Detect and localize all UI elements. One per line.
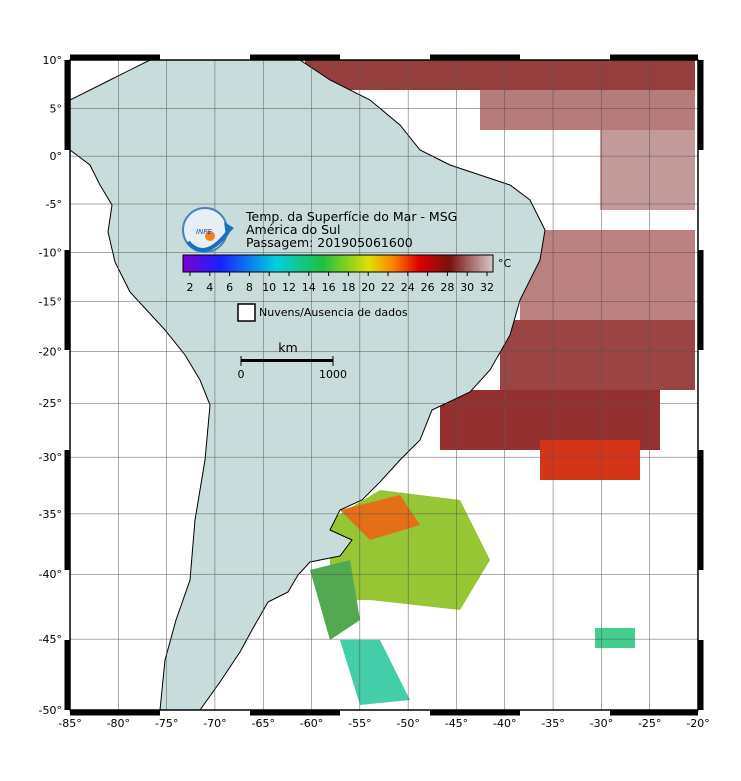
- lat-tick-label: -50°: [39, 704, 62, 717]
- lon-tick-label: -45°: [445, 717, 468, 730]
- colorbar-tick-label: 32: [480, 281, 494, 294]
- lat-tick-label: -5°: [46, 198, 62, 211]
- lat-tick-label: -20°: [39, 345, 62, 358]
- lon-tick-label: -70°: [203, 717, 226, 730]
- colorbar-tick-label: 10: [262, 281, 276, 294]
- lat-tick-label: 10°: [43, 54, 63, 67]
- lat-tick-label: -10°: [39, 246, 62, 259]
- lon-tick-label: -85°: [58, 717, 81, 730]
- scale-unit: km: [278, 340, 297, 355]
- colorbar-tick-label: 12: [282, 281, 296, 294]
- lon-tick-label: -35°: [541, 717, 564, 730]
- colorbar-tick-label: 16: [322, 281, 336, 294]
- colorbar-tick-label: 18: [341, 281, 355, 294]
- colorbar-tick-label: 26: [421, 281, 435, 294]
- frame: [69, 59, 699, 711]
- scale-tick-label: 0: [238, 368, 245, 381]
- map-area: [70, 60, 698, 710]
- lat-tick-label: -40°: [39, 568, 62, 581]
- lat-tick-label: -15°: [39, 295, 62, 308]
- lon-tick-label: -20°: [686, 717, 709, 730]
- lat-tick-label: 0°: [50, 150, 63, 163]
- colorbar-tick-label: 22: [381, 281, 395, 294]
- lon-tick-label: -25°: [638, 717, 661, 730]
- colorbar-tick-label: 2: [187, 281, 194, 294]
- frame-bars: [64, 54, 704, 716]
- legend-label: Nuvens/Ausencia de dados: [259, 306, 408, 319]
- lon-tick-label: -30°: [590, 717, 613, 730]
- colorbar-tick-label: 14: [302, 281, 316, 294]
- logo: INPE: [182, 207, 234, 253]
- logo-text: INPE: [196, 228, 213, 236]
- lon-tick-label: -80°: [107, 717, 130, 730]
- colorbar-tick-label: 30: [460, 281, 474, 294]
- lon-tick-label: -65°: [251, 717, 274, 730]
- colorbar-tick-label: 20: [361, 281, 375, 294]
- lon-tick-label: -55°: [348, 717, 371, 730]
- lon-tick-label: -75°: [155, 717, 178, 730]
- colorbar: [182, 254, 494, 273]
- title-line: Temp. da Superfície do Mar - MSG: [245, 209, 457, 224]
- colorbar-tick-label: 6: [226, 281, 233, 294]
- graticule: [70, 60, 698, 710]
- colorbar-tick-label: 4: [206, 281, 213, 294]
- colorbar-tick-label: 24: [401, 281, 415, 294]
- title-line: América do Sul: [246, 222, 340, 237]
- title-line: Passagem: 201905061600: [246, 235, 413, 250]
- sst-field: [305, 60, 695, 705]
- lat-tick-label: -25°: [39, 397, 62, 410]
- lon-tick-label: -50°: [396, 717, 419, 730]
- legend-swatch: [237, 303, 256, 322]
- lat-tick-label: 5°: [50, 102, 63, 115]
- scale-bar: 0 1000: [238, 356, 347, 381]
- scale-tick-label: 1000: [319, 368, 347, 381]
- lon-tick-label: -60°: [300, 717, 323, 730]
- colorbar-tick-label: 28: [440, 281, 454, 294]
- labels: 10° 5° 0° -5° -10° -15° -20° -25° -30° -35° -40° -4…: [39, 54, 710, 730]
- lat-tick-label: -30°: [39, 451, 62, 464]
- colorbar-tick-label: 8: [246, 281, 253, 294]
- lon-tick-label: -40°: [493, 717, 516, 730]
- lat-tick-label: -35°: [39, 508, 62, 521]
- colorbar-unit: °C: [498, 257, 512, 270]
- scale-bar-body: [241, 359, 333, 362]
- lat-tick-label: -45°: [39, 633, 62, 646]
